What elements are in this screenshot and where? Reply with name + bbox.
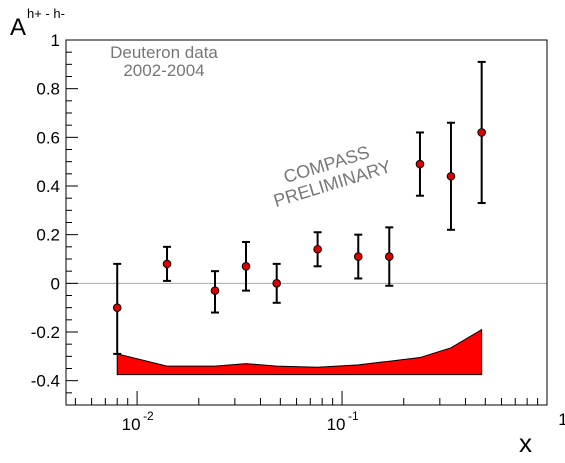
data-point-10 bbox=[446, 121, 456, 231]
x-axis-label: x bbox=[519, 428, 532, 458]
y-tick-label: -0.2 bbox=[31, 323, 60, 342]
data-points-layer bbox=[112, 60, 486, 355]
y-tick-label: 1 bbox=[51, 31, 60, 50]
data-marker bbox=[272, 279, 282, 288]
preliminary-watermark: COMPASS PRELIMINARY bbox=[271, 142, 393, 211]
data-point-4 bbox=[241, 240, 251, 292]
data-marker bbox=[415, 159, 425, 169]
y-tick-label: 0 bbox=[51, 274, 60, 293]
x-tick-label-base: 1 bbox=[558, 410, 565, 429]
y-axis-label: A bbox=[10, 14, 26, 41]
systematic-error-band bbox=[116, 328, 483, 376]
data-marker bbox=[446, 171, 456, 181]
data-point-2 bbox=[162, 245, 172, 282]
axes-layer: 10.80.60.40.20-0.2-0.410 -2 10 -1 1 bbox=[31, 31, 565, 434]
x-tick-label-base: 10 bbox=[122, 415, 141, 434]
x-tick-label-base: 10 bbox=[327, 415, 346, 434]
data-point-9 bbox=[415, 131, 425, 197]
dataset-annotation-line2: 2002-2004 bbox=[123, 61, 204, 80]
data-marker bbox=[313, 244, 322, 254]
y-tick-label: -0.4 bbox=[31, 372, 60, 391]
systematic-band-layer bbox=[116, 328, 483, 376]
data-marker bbox=[162, 259, 172, 269]
x-tick-label: 1 bbox=[558, 410, 565, 429]
data-point-7 bbox=[353, 233, 363, 280]
data-marker bbox=[384, 252, 394, 261]
x-tick-label-exponent: -2 bbox=[143, 409, 154, 423]
data-marker bbox=[477, 128, 486, 137]
y-tick-label: 0.2 bbox=[36, 226, 60, 245]
dataset-annotation-line1: Deuteron data bbox=[110, 43, 218, 62]
y-tick-label: 0.8 bbox=[36, 80, 60, 99]
data-point-8 bbox=[384, 226, 394, 287]
x-tick-label-exponent: -1 bbox=[348, 409, 359, 423]
data-marker bbox=[210, 286, 220, 295]
y-tick-label: 0.4 bbox=[36, 177, 60, 196]
data-point-11 bbox=[477, 60, 486, 205]
data-point-1 bbox=[112, 262, 122, 355]
data-marker bbox=[241, 262, 251, 271]
data-point-3 bbox=[210, 270, 220, 314]
x-tick-label: 10 -2 bbox=[122, 409, 154, 434]
y-tick-label: 0.6 bbox=[36, 128, 60, 147]
x-tick-label: 10 -1 bbox=[327, 409, 359, 434]
data-marker bbox=[353, 252, 363, 261]
data-point-5 bbox=[272, 262, 282, 304]
data-marker bbox=[112, 303, 122, 312]
data-point-6 bbox=[313, 231, 322, 268]
y-axis-label-superscript: h+ - h- bbox=[27, 6, 65, 21]
